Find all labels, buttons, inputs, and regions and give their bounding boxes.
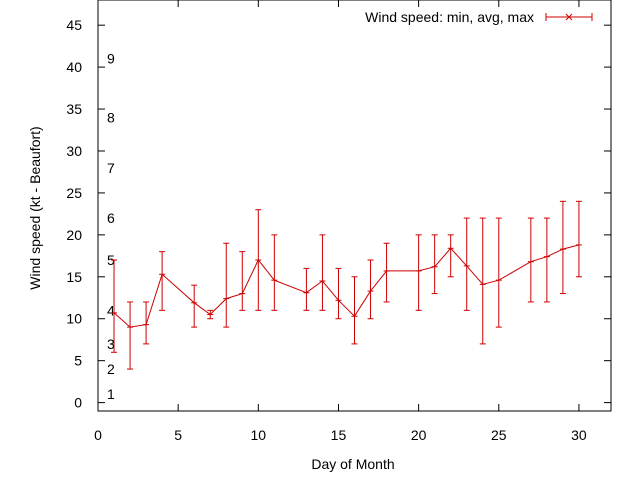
y-tick-label: 20: [66, 227, 82, 243]
y-tick-label: 30: [66, 143, 82, 159]
beaufort-label: 2: [107, 361, 115, 377]
x-tick-label: 0: [94, 427, 102, 443]
y-tick-label: 45: [66, 17, 82, 33]
legend-entry-label: Wind speed: min, avg, max: [365, 9, 534, 25]
x-tick-label: 30: [571, 427, 587, 443]
y-tick-label: 25: [66, 185, 82, 201]
x-axis-ticks: 0 5 10 15 20 25 30: [94, 0, 587, 443]
legend-point-marker-cross: [565, 13, 573, 21]
beaufort-scale-labels: 1 2 3 4 5 6 7 8 9: [107, 51, 115, 403]
y-tick-label: 40: [66, 59, 82, 75]
wind-speed-series: [111, 200, 582, 370]
y-tick-label: 10: [66, 311, 82, 327]
y-axis-label: Wind speed (kt - Beaufort): [27, 126, 43, 289]
beaufort-label: 6: [107, 210, 115, 226]
beaufort-label: 1: [107, 386, 115, 402]
y-tick-label: 15: [66, 269, 82, 285]
x-tick-label: 15: [331, 427, 347, 443]
y-tick-label: 0: [74, 395, 82, 411]
beaufort-label: 5: [107, 252, 115, 268]
beaufort-label: 3: [107, 336, 115, 352]
beaufort-label: 9: [107, 51, 115, 67]
legend: Wind speed: min, avg, max: [365, 9, 593, 25]
beaufort-label: 8: [107, 109, 115, 125]
beaufort-label: 4: [107, 302, 115, 318]
series-line: [113, 244, 580, 328]
y-tick-label: 35: [66, 101, 82, 117]
x-tick-label: 25: [491, 427, 507, 443]
x-tick-label: 10: [251, 427, 267, 443]
y-tick-label: 5: [74, 353, 82, 369]
plot-frame: [97, 0, 612, 412]
beaufort-label: 7: [107, 160, 115, 176]
x-tick-label: 5: [174, 427, 182, 443]
x-tick-label: 20: [411, 427, 427, 443]
x-axis-label: Day of Month: [311, 456, 394, 472]
